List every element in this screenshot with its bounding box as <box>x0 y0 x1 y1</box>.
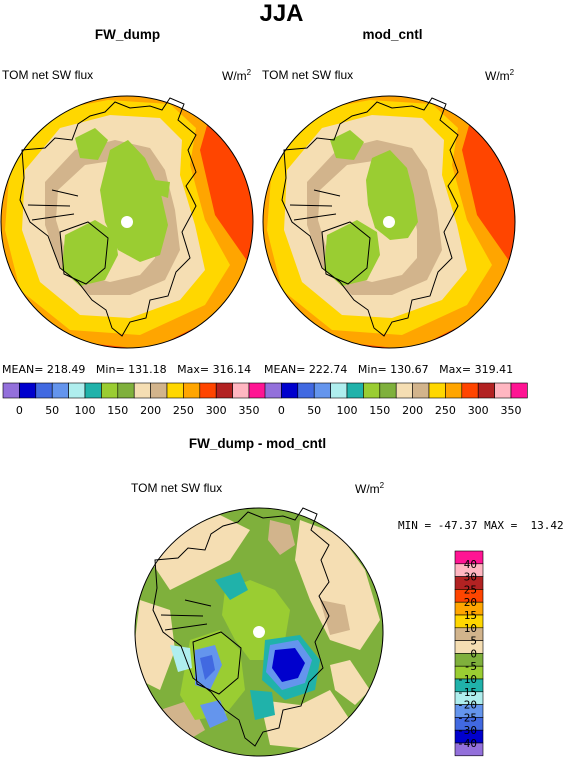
colorbar-tick-label: 0 <box>278 404 285 417</box>
stats-fw-dump: MEAN= 218.49 Min= 131.18 Max= 316.14 <box>2 363 252 376</box>
colorbar-tick-label: -40 <box>457 737 477 750</box>
colorbar-tick-label: 300 <box>468 404 489 417</box>
colorbar-tick-label: 40 <box>464 558 477 571</box>
stats-mod-cntl: MEAN= 222.74 Min= 130.67 Max= 319.41 <box>264 363 514 376</box>
colorbar-tick-label: 25 <box>464 583 477 596</box>
colorbar-tick-label: 300 <box>206 404 227 417</box>
colorbar-tick-label: 350 <box>501 404 522 417</box>
colorbar-tick-label: 150 <box>107 404 128 417</box>
colorbar-swatch <box>454 742 484 757</box>
colorbar-tick-label: -30 <box>457 724 477 737</box>
panel-units-diff: W/m2 <box>355 481 385 496</box>
panel-title-fw-dump: FW_dump <box>94 27 161 42</box>
panel-title-mod-cntl: mod_cntl <box>362 27 423 42</box>
colorbar-tick-label: -20 <box>457 699 477 712</box>
colorbar-tick-label: 20 <box>464 596 477 609</box>
colorbar-tick-label: 200 <box>402 404 423 417</box>
panel-variable-mod-cntl: TOM net SW flux <box>262 68 354 82</box>
colorbar-tick-label: -5 <box>464 660 477 673</box>
panel-units-fw-dump: W/m2 <box>222 68 252 83</box>
colorbar-tick-label: 250 <box>435 404 456 417</box>
panel-title-diff: FW_dump - mod_cntl <box>188 436 327 451</box>
colorbar-tick-label: 30 <box>464 571 477 584</box>
panel-units-mod-cntl: W/m2 <box>485 68 515 83</box>
colorbar-tick-label: 5 <box>470 635 477 648</box>
colorbar-tick-label: 100 <box>75 404 96 417</box>
panel-variable-diff: TOM net SW flux <box>131 481 223 495</box>
colorbar-tick-label: -25 <box>457 711 477 724</box>
colorbar-tick-label: 10 <box>464 622 477 635</box>
panel-variable-fw-dump: TOM net SW flux <box>2 68 94 82</box>
colorbar-tick-label: 0 <box>470 647 477 660</box>
colorbar-tick-label: -10 <box>457 673 477 686</box>
colorbar-tick-label: 50 <box>307 404 321 417</box>
colorbar-tick-label: 350 <box>239 404 260 417</box>
colorbar-tick-label: -15 <box>457 686 477 699</box>
figure-title: JJA <box>259 0 304 27</box>
colorbar-swatch <box>454 640 484 654</box>
colorbar-swatch <box>510 382 528 399</box>
colorbar-tick-label: 0 <box>16 404 23 417</box>
colorbar-tick-label: 250 <box>173 404 194 417</box>
stats-diff: MIN = -47.37 MAX = 13.42 <box>398 519 563 532</box>
colorbar-tick-label: 100 <box>337 404 358 417</box>
colorbar-tick-label: 150 <box>369 404 390 417</box>
colorbar-tick-label: 50 <box>45 404 59 417</box>
colorbar-tick-label: 200 <box>140 404 161 417</box>
colorbar-tick-label: 15 <box>464 609 477 622</box>
